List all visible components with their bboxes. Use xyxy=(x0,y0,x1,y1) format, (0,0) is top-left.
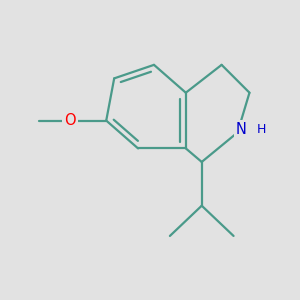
Text: H: H xyxy=(257,123,266,136)
Text: N: N xyxy=(235,122,246,137)
Text: O: O xyxy=(64,113,76,128)
